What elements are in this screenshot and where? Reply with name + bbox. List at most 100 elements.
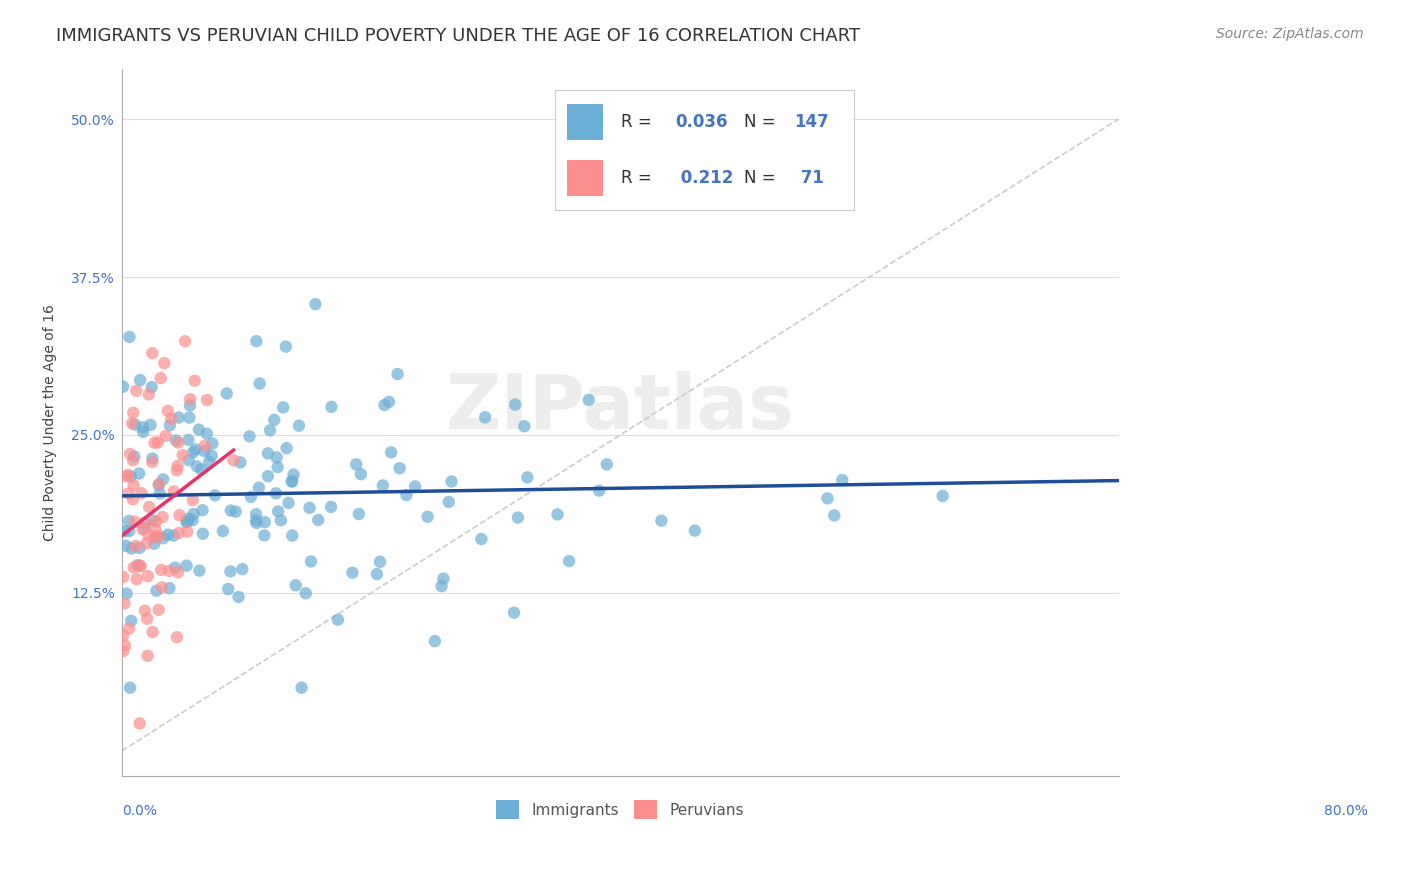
Immigrants: [281, 475, 304, 489]
Peruvians: [114, 639, 136, 653]
Text: ZIPatlas: ZIPatlas: [446, 371, 794, 445]
Immigrants: [588, 483, 610, 498]
Peruvians: [112, 570, 135, 584]
Immigrants: [191, 503, 214, 517]
Peruvians: [138, 528, 160, 542]
Peruvians: [166, 458, 188, 473]
Immigrants: [167, 410, 190, 425]
Immigrants: [120, 614, 142, 628]
Peruvians: [122, 453, 145, 467]
Immigrants: [177, 433, 200, 447]
Peruvians: [138, 500, 160, 514]
Immigrants: [257, 469, 280, 483]
Immigrants: [264, 486, 287, 500]
Immigrants: [378, 395, 401, 409]
Immigrants: [817, 491, 839, 506]
Immigrants: [319, 500, 342, 514]
Immigrants: [276, 441, 298, 455]
Immigrants: [217, 582, 239, 596]
Immigrants: [159, 418, 181, 433]
Peruvians: [117, 467, 139, 482]
Immigrants: [141, 513, 163, 527]
Peruvians: [150, 580, 173, 594]
Immigrants: [143, 536, 166, 550]
Immigrants: [114, 524, 136, 538]
Y-axis label: Child Poverty Under the Age of 16: Child Poverty Under the Age of 16: [44, 304, 58, 541]
Immigrants: [215, 386, 238, 401]
Immigrants: [596, 458, 619, 472]
Peruvians: [125, 384, 148, 398]
Immigrants: [440, 475, 463, 489]
Peruvians: [143, 530, 166, 544]
Peruvians: [176, 524, 198, 539]
Immigrants: [277, 496, 299, 510]
Immigrants: [506, 510, 529, 524]
Immigrants: [683, 524, 706, 538]
Peruvians: [153, 356, 176, 370]
Peruvians: [194, 439, 217, 453]
Text: 80.0%: 80.0%: [1324, 805, 1368, 819]
Immigrants: [183, 507, 205, 521]
Peruvians: [121, 492, 143, 507]
Immigrants: [267, 504, 290, 518]
Peruvians: [148, 529, 170, 543]
Immigrants: [823, 508, 845, 523]
Immigrants: [183, 445, 205, 459]
Immigrants: [148, 478, 170, 492]
Peruvians: [167, 525, 190, 540]
Immigrants: [290, 681, 312, 695]
Peruvians: [131, 522, 153, 536]
Immigrants: [342, 566, 364, 580]
Immigrants: [120, 681, 142, 695]
Peruvians: [141, 455, 163, 469]
Immigrants: [283, 467, 305, 482]
Peruvians: [155, 429, 177, 443]
Immigrants: [253, 515, 276, 529]
Immigrants: [219, 503, 242, 517]
Immigrants: [188, 564, 211, 578]
Immigrants: [204, 488, 226, 502]
Immigrants: [516, 470, 538, 484]
Immigrants: [373, 398, 395, 412]
Immigrants: [120, 469, 142, 483]
Immigrants: [229, 455, 252, 469]
Immigrants: [253, 528, 276, 542]
Immigrants: [179, 399, 201, 413]
Immigrants: [650, 514, 672, 528]
Peruvians: [146, 435, 169, 450]
Peruvians: [141, 346, 163, 360]
Immigrants: [127, 558, 149, 573]
Peruvians: [134, 516, 156, 530]
Immigrants: [931, 489, 953, 503]
Immigrants: [122, 450, 145, 464]
Immigrants: [198, 455, 221, 469]
Immigrants: [266, 460, 288, 475]
Immigrants: [388, 461, 411, 475]
Immigrants: [187, 423, 209, 437]
Immigrants: [270, 513, 292, 527]
Peruvians: [222, 453, 245, 467]
Text: Source: ZipAtlas.com: Source: ZipAtlas.com: [1216, 27, 1364, 41]
Immigrants: [380, 445, 402, 459]
Immigrants: [231, 562, 253, 576]
Peruvians: [166, 463, 188, 477]
Peruvians: [179, 392, 201, 407]
Peruvians: [131, 486, 153, 500]
Peruvians: [122, 478, 145, 492]
Immigrants: [578, 392, 600, 407]
Immigrants: [298, 500, 321, 515]
Immigrants: [179, 410, 201, 425]
Immigrants: [326, 613, 349, 627]
Immigrants: [211, 524, 233, 538]
Peruvians: [122, 406, 145, 420]
Peruvians: [129, 559, 152, 574]
Immigrants: [239, 490, 262, 504]
Peruvians: [112, 628, 135, 642]
Peruvians: [181, 493, 204, 508]
Immigrants: [304, 297, 326, 311]
Peruvians: [118, 447, 141, 461]
Peruvians: [152, 510, 174, 524]
Text: 0.0%: 0.0%: [122, 805, 157, 819]
Peruvians: [121, 417, 143, 431]
Immigrants: [219, 565, 242, 579]
